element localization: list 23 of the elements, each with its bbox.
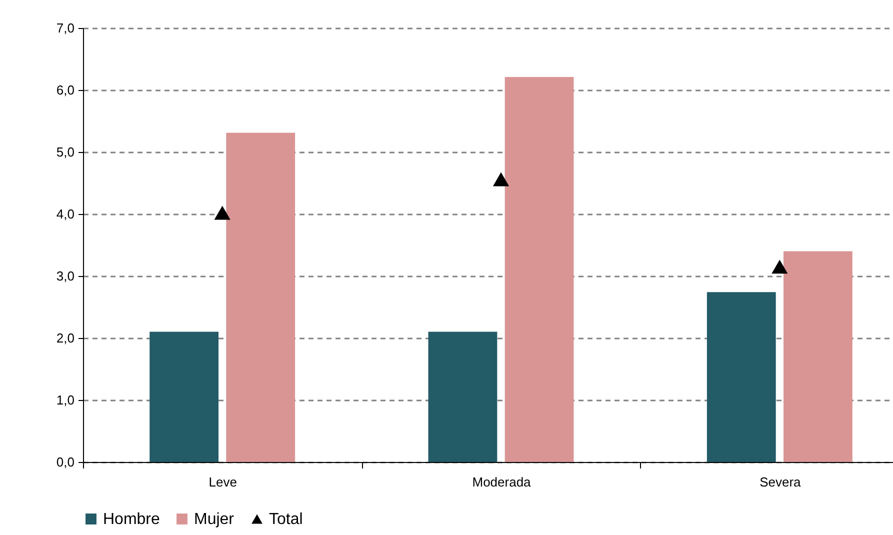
- point: [492, 172, 510, 186]
- bar: [226, 132, 296, 462]
- point: [214, 206, 230, 220]
- bar: [706, 292, 776, 462]
- y-tick-label: 5,0: [56, 144, 74, 160]
- x-tick-label: Severa: [760, 474, 802, 490]
- legend-label: Hombre: [103, 511, 160, 528]
- legend-label: Total: [269, 511, 303, 528]
- y-tick-label: 2,0: [56, 330, 74, 346]
- y-tick-label: 4,0: [56, 206, 74, 222]
- bar: [428, 332, 498, 462]
- bar: [783, 251, 852, 462]
- y-tick-label: 6,0: [56, 82, 74, 98]
- point: [772, 260, 788, 274]
- y-tick-label: 0,0: [56, 454, 74, 470]
- x-tick-label: Moderada: [472, 474, 532, 490]
- y-tick-label: 7,0: [56, 20, 74, 36]
- y-tick-label: 1,0: [56, 392, 74, 408]
- x-tick-label: Leve: [208, 474, 237, 490]
- bar: [150, 332, 219, 462]
- legend-label: Mujer: [194, 511, 235, 528]
- bar: [504, 76, 574, 462]
- y-tick-label: 3,0: [56, 268, 74, 284]
